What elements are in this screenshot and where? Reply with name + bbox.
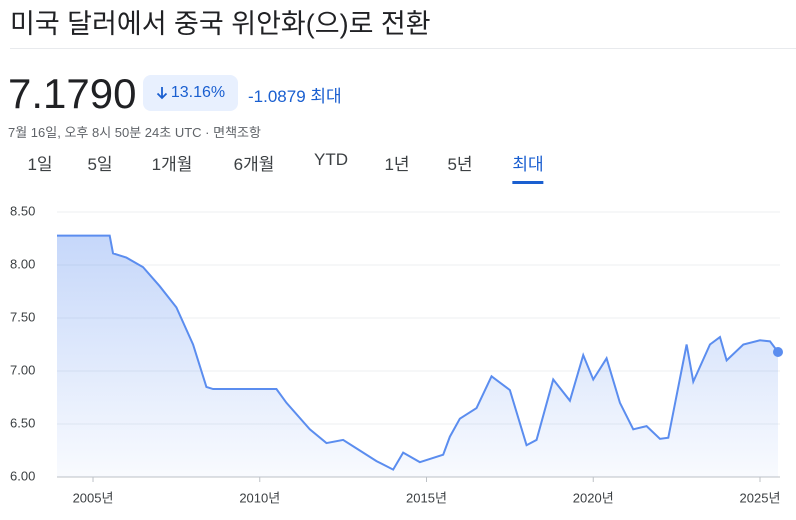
x-tick-label: 2025년: [740, 490, 781, 505]
chart: 6.00 6.50 7.00 7.50 8.00 8.50 2005년 2010년 2015년 2…: [10, 203, 783, 505]
timestamp: 7월 16일, 오후 8시 50분 24초 UTC: [8, 125, 202, 140]
change-period: 최대: [310, 87, 342, 106]
title: 미국 달러에서 중국 위안화(으)로 전환: [10, 9, 431, 39]
y-tick-label: 8.00: [10, 256, 35, 271]
y-tick-label: 6.00: [10, 468, 35, 483]
range-tab[interactable]: 1년: [384, 150, 409, 181]
range-tab[interactable]: 1개월: [152, 150, 193, 181]
y-tick-label: 7.50: [10, 309, 35, 324]
range-tab[interactable]: 최대: [512, 150, 544, 184]
divider: [10, 48, 796, 49]
range-tab[interactable]: 6개월: [234, 150, 275, 181]
change-percent: 13.16%: [170, 84, 226, 101]
x-tick-label: 2010년: [239, 490, 280, 505]
x-tick-label: 2020년: [573, 490, 614, 505]
x-tick-label: 2005년: [73, 490, 114, 505]
range-tab[interactable]: 1일: [27, 150, 52, 181]
range-tabs: 1일 5일 1개월 6개월 YTD 1년 5년 최대: [0, 150, 796, 184]
change-value: -1.0879: [248, 87, 306, 106]
range-tab[interactable]: 5일: [87, 150, 112, 181]
x-tick-label: 2015년: [406, 490, 447, 505]
y-tick-label: 6.50: [10, 415, 35, 430]
change: -1.0879 최대: [248, 82, 342, 107]
line: [57, 234, 779, 471]
y-tick-label: 8.50: [10, 203, 35, 218]
last-point: [772, 347, 783, 358]
area: [57, 235, 778, 477]
disclaimer[interactable]: 면책조항: [213, 125, 261, 140]
range-tab[interactable]: 5년: [447, 150, 472, 181]
y-tick-label: 7.00: [10, 362, 35, 377]
down-arrow: [156, 87, 167, 100]
range-tab[interactable]: YTD: [314, 150, 348, 176]
change-badge: 13.16%: [143, 75, 238, 111]
timestamp-line: 7월 16일, 오후 8시 50분 24초 UTC · 면책조항: [8, 125, 261, 140]
price: 7.1790: [8, 70, 137, 117]
